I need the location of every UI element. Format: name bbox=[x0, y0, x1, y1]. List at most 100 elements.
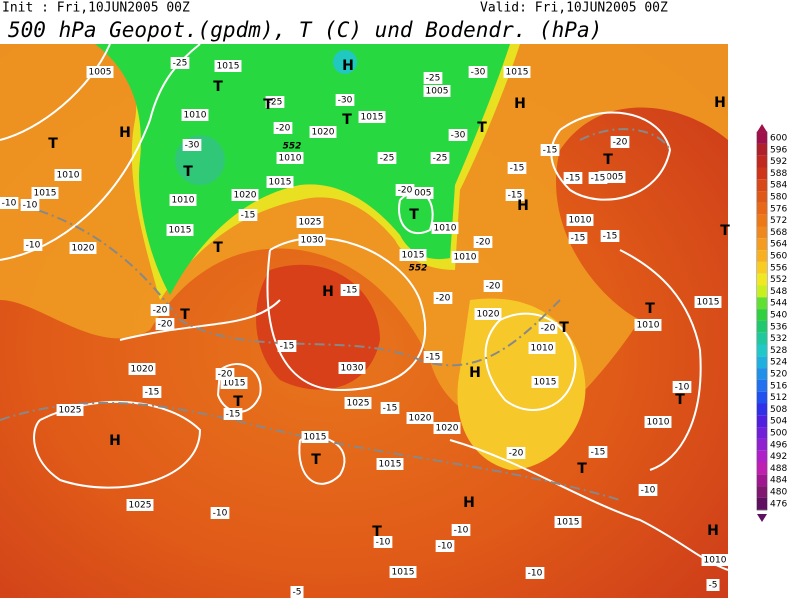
pressure-center: T bbox=[720, 223, 730, 239]
pressure-label-box bbox=[376, 458, 404, 470]
colorbar-label: 536 bbox=[770, 322, 787, 332]
colorbar-label: 596 bbox=[770, 145, 787, 155]
colorbar-label: 492 bbox=[770, 452, 787, 462]
colorbar-cell bbox=[757, 191, 767, 203]
temperature-label-box bbox=[0, 197, 19, 209]
pressure-label: 1030 bbox=[301, 236, 324, 246]
colorbar-cell bbox=[757, 356, 767, 369]
colorbar-cell bbox=[757, 391, 767, 404]
temperature-label-box bbox=[610, 136, 630, 148]
colorbar-cell bbox=[757, 403, 767, 416]
pressure-label-box bbox=[298, 234, 326, 246]
colorbar-cell bbox=[757, 320, 767, 333]
pressure-label: 1005 bbox=[601, 173, 624, 183]
pressure-label: 1010 bbox=[454, 253, 477, 263]
temperature-label: -20 bbox=[158, 320, 173, 330]
temperature-label-box bbox=[525, 567, 545, 579]
pressure-label-box bbox=[56, 404, 84, 416]
colorbar-cell bbox=[757, 214, 767, 227]
colorbar-cell bbox=[757, 155, 767, 168]
pressure-label: 1005 bbox=[426, 87, 449, 97]
colorbar-label: 496 bbox=[770, 440, 787, 450]
pressure-label: 1010 bbox=[531, 344, 554, 354]
temperature-label: -25 bbox=[426, 74, 441, 84]
temperature-label-box bbox=[423, 72, 443, 84]
pressure-center: T bbox=[263, 97, 273, 113]
temperature-label: -15 bbox=[280, 342, 295, 352]
colorbar-label: 552 bbox=[770, 275, 787, 285]
temperature-label: -20 bbox=[398, 186, 413, 196]
temperature-label-box bbox=[483, 280, 503, 292]
pressure-label-box bbox=[31, 187, 59, 199]
colorbar-cell bbox=[757, 273, 767, 286]
pressure-label: 1020 bbox=[436, 424, 459, 434]
geopotential-label: 552 bbox=[409, 264, 428, 274]
colorbar-label: 508 bbox=[770, 405, 787, 415]
temperature-label-box bbox=[373, 536, 393, 548]
temperature-label-box bbox=[265, 96, 285, 108]
colorbar-cell bbox=[757, 438, 767, 451]
pressure-label: 1015 bbox=[557, 518, 580, 528]
temperature-label-box bbox=[23, 239, 43, 251]
colorbar-label: 548 bbox=[770, 287, 787, 297]
temperature-label: -15 bbox=[383, 404, 398, 414]
colorbar-label: 544 bbox=[770, 299, 787, 309]
colorbar-cell bbox=[757, 285, 767, 298]
colorbar-tip bbox=[757, 124, 767, 132]
colorbar-label: 592 bbox=[770, 157, 787, 167]
temperature-label-box bbox=[706, 579, 720, 591]
pressure-label: 1010 bbox=[704, 556, 727, 566]
colorbar-label: 488 bbox=[770, 464, 787, 474]
pressure-label: 1020 bbox=[234, 191, 257, 201]
temperature-label: -30 bbox=[471, 68, 486, 78]
temperature-label-box bbox=[507, 162, 527, 174]
pressure-label: 1010 bbox=[184, 111, 207, 121]
temperature-label: -5 bbox=[293, 588, 302, 598]
temperature-label-box bbox=[540, 144, 560, 156]
temperature-label: -15 bbox=[571, 234, 586, 244]
pressure-label: 1025 bbox=[129, 501, 152, 511]
colorbar-cell bbox=[757, 486, 767, 498]
pressure-label: 1015 bbox=[506, 68, 529, 78]
pressure-center: T bbox=[48, 136, 58, 152]
valid-time: Valid: Fri,10JUN2005 00Z bbox=[480, 1, 668, 16]
temperature-label-box bbox=[20, 199, 40, 211]
yellow-zone bbox=[457, 298, 586, 470]
colorbar-cell bbox=[757, 297, 767, 310]
pressure-label-box bbox=[474, 308, 502, 320]
temperature-label: -15 bbox=[591, 448, 606, 458]
pressure-label-box bbox=[701, 554, 729, 566]
colorbar-cell bbox=[757, 462, 767, 475]
temperature-label: -30 bbox=[451, 131, 466, 141]
pressure-label: 1015 bbox=[304, 433, 327, 443]
pressure-center: T bbox=[213, 240, 223, 256]
colorbar-label: 564 bbox=[770, 240, 787, 250]
pressure-label-box bbox=[694, 296, 722, 308]
colorbar-label: 480 bbox=[770, 488, 787, 498]
pressure-label-box bbox=[528, 342, 556, 354]
colorbar-cell bbox=[757, 179, 767, 192]
colorbar-label: 512 bbox=[770, 393, 787, 403]
colorbar-cell bbox=[757, 332, 767, 345]
temperature-label-box bbox=[335, 94, 355, 106]
temperature-label-box bbox=[290, 586, 304, 598]
temperature-label-box bbox=[506, 447, 526, 459]
pressure-label-box bbox=[503, 66, 531, 78]
pressure-label: 1010 bbox=[57, 171, 80, 181]
temperature-label-box bbox=[150, 304, 170, 316]
temperature-label: -10 bbox=[376, 538, 391, 548]
pressure-center: T bbox=[577, 461, 587, 477]
pressure-center: T bbox=[342, 112, 352, 128]
temperature-label: -30 bbox=[185, 141, 200, 151]
temperature-label-box bbox=[588, 446, 608, 458]
pressure-label: 1010 bbox=[434, 224, 457, 234]
pressure-label: 1025 bbox=[59, 406, 82, 416]
pressure-label-box bbox=[309, 126, 337, 138]
pressure-center: H bbox=[514, 96, 526, 112]
pressure-center: T bbox=[409, 207, 419, 223]
colorbar-cell bbox=[757, 167, 767, 180]
temperature-label: -10 bbox=[23, 201, 38, 211]
pressure-label-box bbox=[431, 222, 459, 234]
colorbar-label: 600 bbox=[770, 134, 787, 144]
